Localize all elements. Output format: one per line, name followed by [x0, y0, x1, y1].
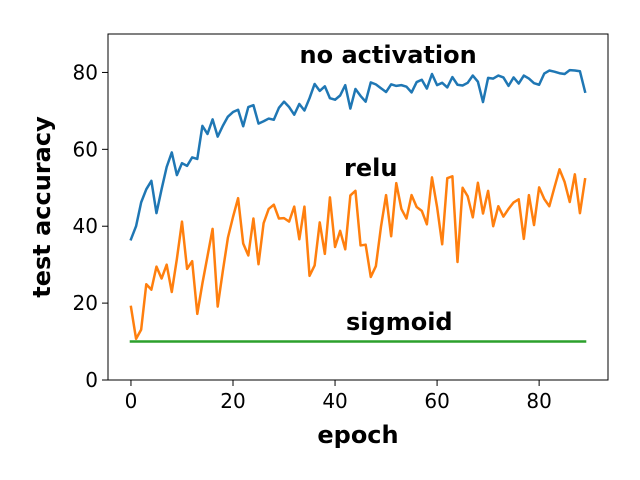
x-axis-label: epoch	[317, 421, 398, 449]
x-tick-label: 20	[220, 389, 245, 413]
plot-frame	[107, 33, 609, 381]
y-tick-label: 80	[73, 60, 98, 84]
x-tick-label: 60	[424, 389, 449, 413]
x-tick-label: 80	[526, 389, 551, 413]
series-line-0	[129, 68, 587, 241]
x-tick-label: 0	[125, 389, 138, 413]
y-tick-label: 0	[85, 368, 98, 392]
series-annotation: no activation	[300, 41, 477, 69]
x-tick-label: 40	[322, 389, 347, 413]
series-line-1	[129, 168, 587, 341]
series-annotation: relu	[344, 154, 397, 182]
x-axis: 0 20 40 60 80	[125, 380, 552, 413]
annotation-layer: no activation relu sigmoid	[300, 41, 477, 336]
series-layer	[129, 68, 587, 343]
y-tick-label: 60	[73, 137, 98, 161]
y-axis-label: test accuracy	[28, 116, 56, 298]
y-axis: 0 20 40 60 80	[73, 60, 108, 392]
y-tick-label: 40	[73, 214, 98, 238]
y-tick-label: 20	[73, 291, 98, 315]
series-annotation: sigmoid	[346, 308, 453, 336]
